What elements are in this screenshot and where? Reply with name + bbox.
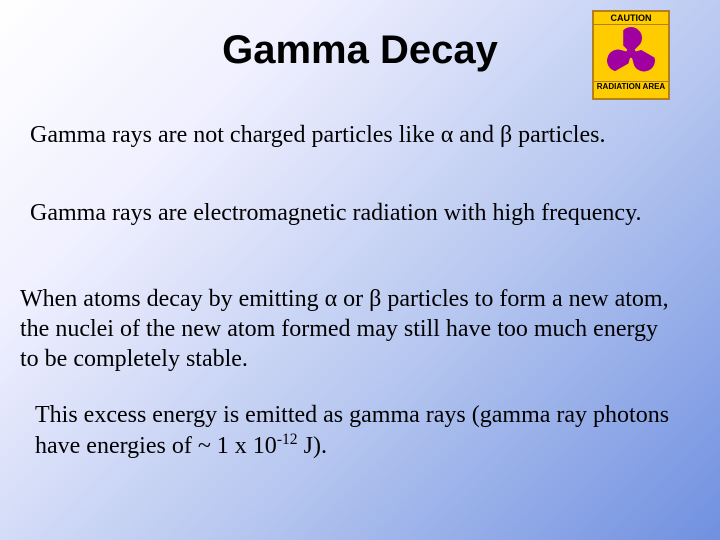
paragraph-4-prefix: This excess energy is emitted as gamma r… — [35, 402, 669, 459]
paragraph-3: When atoms decay by emitting α or β part… — [20, 284, 680, 374]
paragraph-2: Gamma rays are electromagnetic radiation… — [30, 198, 670, 228]
paragraph-4: This excess energy is emitted as gamma r… — [35, 400, 675, 461]
paragraph-4-suffix: J). — [298, 433, 327, 459]
paragraph-4-exponent: -12 — [277, 431, 298, 448]
caution-label-bottom: RADIATION AREA — [594, 81, 668, 93]
radiation-trefoil-icon — [606, 28, 656, 78]
paragraph-1: Gamma rays are not charged particles lik… — [30, 120, 670, 150]
caution-label-top: CAUTION — [594, 12, 668, 25]
caution-radiation-sign: CAUTION RADIATION AREA — [592, 10, 670, 100]
